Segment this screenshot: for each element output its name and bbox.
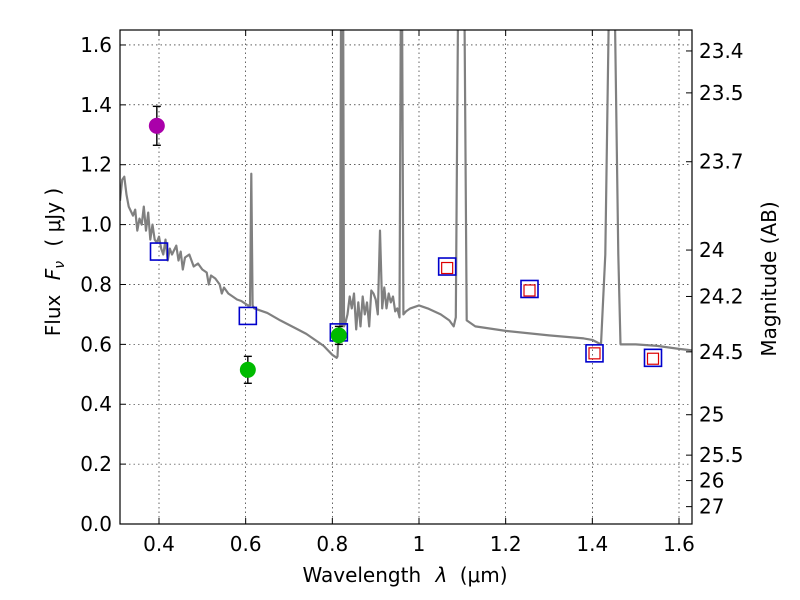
y2-tick-label: 23.7 [699,150,744,174]
model-flux-square [149,242,169,261]
model-flux-square [437,257,457,276]
x-tick-label: 0.8 [316,532,348,556]
y-tick-label: 1.0 [80,213,112,237]
sed-model-line [120,30,692,359]
plot-area [120,30,692,384]
model-flux-square [238,306,258,326]
x-axis-label-text: Wavelength [302,563,421,587]
y2-tick-label: 24 [699,238,724,262]
y-tick-label: 0.2 [80,452,112,476]
y2-tick-label: 26 [699,469,724,493]
y-tick-label: 0.4 [80,392,112,416]
red-marker-square [588,347,601,360]
y2-tick-label: 27 [699,495,724,519]
y2-tick-label: 23.4 [699,39,744,63]
y-axis-label-unit: ( μJy ) [41,188,65,247]
y-axis-label: Flux Fν ( μJy ) [41,188,69,336]
y2-tick-label: 25 [699,403,724,427]
x-tick-label: 1.6 [663,532,695,556]
x-axis-label: Wavelength λ (μm) [302,563,507,587]
y-axis-label-subscript: ν [52,261,68,269]
x-tick-label: 1 [413,532,426,556]
y-tick-label: 1.6 [80,33,112,57]
ticks: 0.4 0.6 0.8 1 1.2 1.4 1.6 0.0 0.2 0.4 0.6 0.8 1.0 1.2… [80,30,744,556]
y2-tick-label: 24.5 [699,340,744,364]
y-axis-label-text: Flux [41,294,65,336]
y-tick-label: 0.6 [80,332,112,356]
y-tick-label: 0.0 [80,512,112,536]
y-tick-label: 1.2 [80,153,112,177]
red-marker-square [523,284,536,297]
model-flux-square [520,279,539,299]
model-flux-square [585,344,604,363]
x-tick-label: 0.6 [230,532,262,556]
red-marker-square [441,261,454,275]
y-axis-label-symbol: F [41,268,65,280]
green_detections-point [330,327,347,344]
y2-tick-label: 23.5 [699,81,744,105]
x-axis-label-unit: (μm) [460,563,508,587]
red-marker-square [646,352,660,365]
magenta_detection-point [148,117,165,134]
y2-tick-label: 25.5 [699,443,744,467]
y2-tick-label: 24.2 [699,284,744,308]
y-tick-label: 0.8 [80,272,112,296]
x-tick-label: 0.4 [143,532,175,556]
plot-frame [119,29,693,525]
green_detections-point [239,361,256,378]
y2-axis-label: Magnitude (AB) [757,201,781,356]
x-tick-label: 1.4 [576,532,608,556]
y-tick-label: 1.4 [80,93,112,117]
model-flux-square [643,348,663,368]
grid [120,30,692,525]
x-tick-label: 1.2 [490,532,522,556]
x-axis-label-symbol: λ [435,563,448,587]
